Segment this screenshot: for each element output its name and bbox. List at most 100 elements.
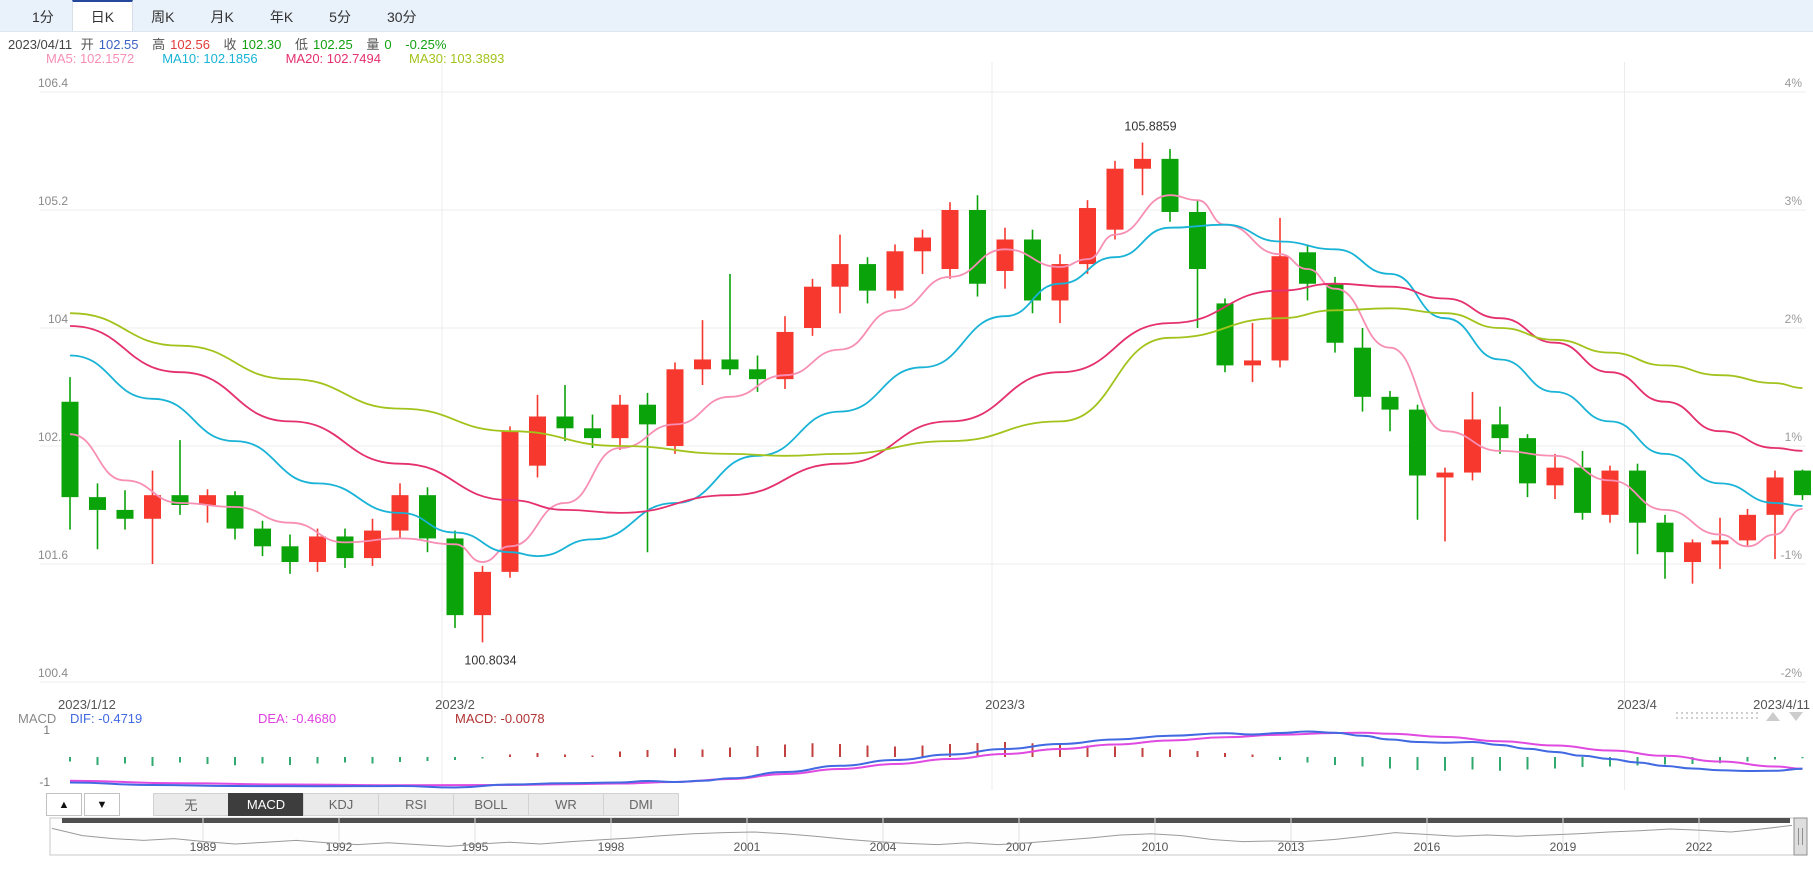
candle[interactable] — [116, 490, 134, 530]
candle[interactable] — [281, 534, 299, 574]
indicator-tab-无[interactable]: 无 — [153, 793, 229, 816]
candle[interactable] — [859, 257, 876, 304]
candle[interactable] — [721, 273, 739, 376]
macd-pane: 1 -1 — [39, 723, 1804, 789]
candle[interactable] — [611, 394, 629, 450]
candle[interactable] — [1711, 517, 1729, 569]
candle[interactable] — [254, 520, 271, 557]
y-axis-right-label: -2% — [1781, 666, 1803, 680]
close-value: 102.30 — [241, 37, 282, 52]
candle[interactable] — [89, 483, 106, 550]
candle[interactable] — [1134, 142, 1151, 196]
period-tab-3[interactable]: 月K — [210, 8, 234, 25]
candle[interactable] — [1079, 200, 1096, 274]
navigator-year-label: 2004 — [870, 840, 897, 854]
period-tab-0[interactable]: 1分 — [32, 8, 54, 25]
candle[interactable] — [1739, 508, 1756, 547]
y-axis-right-label: 3% — [1785, 194, 1803, 208]
candle[interactable] — [666, 362, 684, 454]
candle[interactable] — [1546, 453, 1564, 500]
candle[interactable] — [1216, 298, 1234, 373]
candle[interactable] — [1161, 149, 1179, 222]
period-toolbar: 1分 日K 周K 月K 年K 5分 30分 — [0, 0, 1813, 32]
history-navigator[interactable]: 1989 1992 1995 1998 2001 2004 2007 2010 2013 2016… — [49, 817, 1808, 856]
period-tab-6[interactable]: 30分 — [386, 8, 417, 25]
low-value: 102.25 — [312, 37, 353, 52]
period-tab-2[interactable]: 周K — [151, 8, 175, 25]
ma-line-MA10 — [69, 223, 1803, 558]
candle[interactable] — [1299, 244, 1316, 301]
candle[interactable] — [1574, 450, 1591, 520]
period-tab-4[interactable]: 年K — [269, 8, 294, 25]
y-axis-left-label: 104 — [48, 312, 68, 326]
indicator-tab-MACD[interactable]: MACD — [228, 793, 304, 816]
navigator-year-label: 2013 — [1278, 840, 1305, 854]
candle[interactable] — [776, 316, 794, 389]
candle[interactable] — [474, 565, 491, 643]
candle[interactable] — [556, 385, 574, 442]
candle[interactable] — [199, 489, 216, 523]
candle[interactable] — [1436, 467, 1454, 542]
ma-legend: MA5: 102.1572 MA10: 102.1856 MA20: 102.749… — [46, 51, 532, 66]
candle[interactable] — [1629, 463, 1646, 555]
candle[interactable] — [1381, 390, 1399, 432]
indicator-tab-DMI[interactable]: DMI — [603, 793, 679, 816]
candle[interactable] — [1189, 200, 1206, 328]
candle[interactable] — [1601, 465, 1619, 523]
candle[interactable] — [144, 470, 161, 564]
candle[interactable] — [584, 414, 601, 448]
candle[interactable] — [1684, 539, 1701, 584]
candle[interactable] — [1354, 327, 1371, 412]
candle[interactable] — [1244, 323, 1261, 383]
candle[interactable] — [1271, 217, 1289, 368]
candle[interactable] — [1766, 470, 1784, 560]
macd-title: MACD — [18, 711, 57, 726]
candle[interactable] — [1794, 469, 1811, 501]
candle[interactable] — [529, 394, 546, 478]
pane-splitter[interactable] — [1676, 712, 1803, 721]
candle[interactable] — [61, 377, 79, 530]
candle[interactable] — [886, 244, 904, 299]
candle[interactable] — [501, 426, 519, 578]
candle[interactable] — [639, 392, 656, 553]
x-axis-label: 2023/1/12 — [58, 697, 116, 712]
candle[interactable] — [391, 483, 409, 539]
macd-dea-line — [69, 731, 1803, 787]
candle[interactable] — [1491, 406, 1509, 454]
candle[interactable] — [364, 518, 381, 566]
candle[interactable] — [226, 491, 244, 540]
candle[interactable] — [969, 195, 986, 297]
indicator-tab-WR[interactable]: WR — [528, 793, 604, 816]
period-tab-5[interactable]: 5分 — [329, 8, 351, 25]
indicator-tab-KDJ[interactable]: KDJ — [303, 793, 379, 816]
y-axis-right-label: 2% — [1785, 312, 1803, 326]
y-axis-right-label: 1% — [1785, 430, 1803, 444]
macd-dea-value: DEA: -0.4680 — [258, 711, 337, 726]
candle[interactable] — [941, 202, 959, 279]
candle[interactable] — [996, 227, 1014, 289]
range-slider-handle[interactable] — [1793, 817, 1808, 856]
period-tab-1[interactable]: 日K — [71, 0, 134, 31]
candle[interactable] — [1409, 404, 1426, 520]
candle[interactable] — [1106, 160, 1124, 240]
candle[interactable] — [309, 528, 326, 572]
indicator-tab-BOLL[interactable]: BOLL — [453, 793, 529, 816]
ma-legend-item-3: MA30: 103.3893 — [409, 51, 505, 66]
candle[interactable] — [914, 229, 931, 274]
candle[interactable] — [446, 530, 464, 628]
indicator-tab-RSI[interactable]: RSI — [378, 793, 454, 816]
candle[interactable] — [1464, 391, 1481, 481]
candle[interactable] — [804, 278, 821, 336]
navigator-year-label: 2007 — [1006, 840, 1033, 854]
indicator-up-button[interactable]: ▲ — [46, 793, 82, 816]
macd-macd-value: MACD: -0.0078 — [455, 711, 545, 726]
candle[interactable] — [1519, 434, 1536, 498]
candle[interactable] — [831, 234, 849, 314]
candle[interactable] — [336, 528, 354, 568]
candle[interactable] — [1656, 514, 1674, 579]
indicator-down-button[interactable]: ▼ — [84, 793, 120, 816]
candlestick-series[interactable] — [61, 142, 1812, 643]
candle[interactable] — [1051, 254, 1069, 324]
candle[interactable] — [694, 320, 711, 386]
